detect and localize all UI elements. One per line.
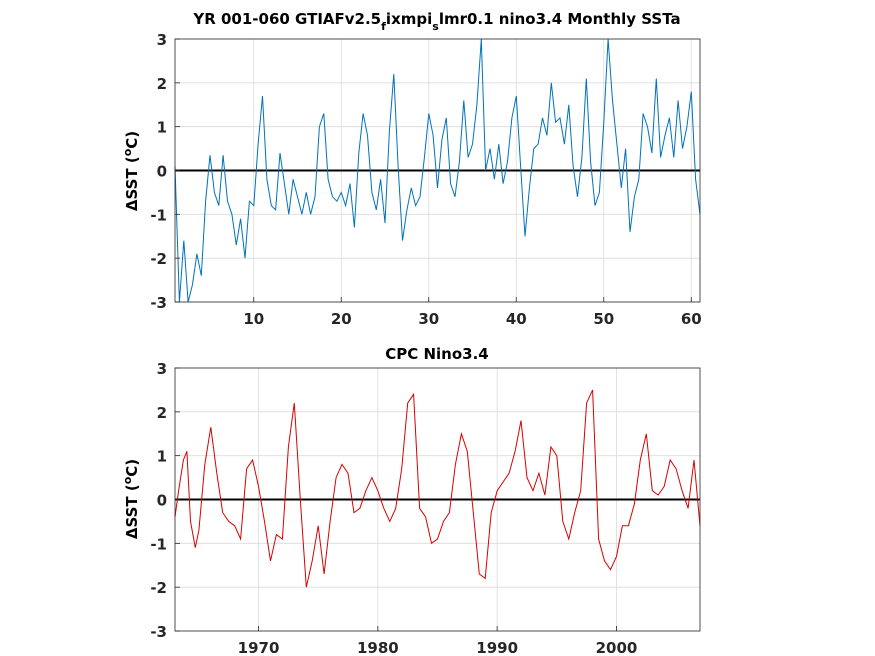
y-tick-label: -2	[150, 579, 167, 597]
x-tick-label: 60	[681, 310, 702, 328]
x-tick-label: 50	[593, 310, 614, 328]
chart-title: YR 001-060 GTIAFv2.5fixmpislmr0.1 nino3.…	[192, 10, 680, 33]
y-tick-label: -3	[150, 623, 167, 641]
x-tick-label: 1990	[476, 639, 518, 656]
tick-labels: 1970 1980 1990 2000 -3 -2 -1 0 1 2 3	[150, 360, 637, 656]
observation-panel: 1970 1980 1990 2000 -3 -2 -1 0 1 2 3 CPC Nino3.4 Δ…	[121, 345, 701, 656]
x-tick-label: 20	[331, 310, 352, 328]
title-subscript: s	[432, 20, 439, 33]
y-tick-label: 3	[157, 360, 167, 378]
x-tick-label: 40	[506, 310, 527, 328]
y-tick-label: -2	[150, 250, 167, 268]
x-tick-label: 1970	[238, 639, 280, 656]
y-tick-label: -1	[150, 206, 167, 224]
ylabel-superscript: o	[121, 476, 134, 484]
y-tick-label: -3	[150, 294, 167, 312]
x-tick-label: 10	[243, 310, 264, 328]
ylabel-part: ΔSST (	[123, 156, 141, 211]
model-panel: 10 20 30 40 50 60 -3 -2 -1 0 1 2 3 YR 001-060 GTIAFv…	[121, 10, 702, 328]
y-tick-label: 3	[157, 31, 167, 49]
y-tick-label: 2	[157, 404, 167, 422]
title-subscript: f	[381, 20, 386, 33]
y-tick-label: 0	[157, 163, 167, 181]
tick-labels: 10 20 30 40 50 60 -3 -2 -1 0 1 2 3	[150, 31, 701, 328]
series-line	[174, 38, 701, 303]
y-tick-label: 1	[157, 448, 167, 466]
y-tick-label: 0	[157, 492, 167, 510]
ylabel-part: C)	[123, 459, 141, 477]
ylabel-part: C)	[123, 131, 141, 149]
ylabel-part: ΔSST (	[123, 484, 141, 539]
x-tick-label: 1980	[357, 639, 399, 656]
title-part: ixmpi	[386, 10, 432, 28]
series-line	[174, 389, 701, 588]
title-part: lmr0.1 nino3.4 Monthly SSTa	[439, 10, 681, 28]
chart-title: CPC Nino3.4	[385, 345, 488, 363]
y-axis-label: ΔSST (oC)	[121, 131, 141, 211]
x-tick-label: 2000	[596, 639, 638, 656]
y-tick-label: 2	[157, 75, 167, 93]
y-tick-label: 1	[157, 119, 167, 137]
y-axis-label: ΔSST (oC)	[121, 459, 141, 539]
x-tick-label: 30	[418, 310, 439, 328]
ylabel-superscript: o	[121, 148, 134, 156]
y-tick-label: -1	[150, 535, 167, 553]
title-part: YR 001-060 GTIAFv2.5	[192, 10, 381, 28]
